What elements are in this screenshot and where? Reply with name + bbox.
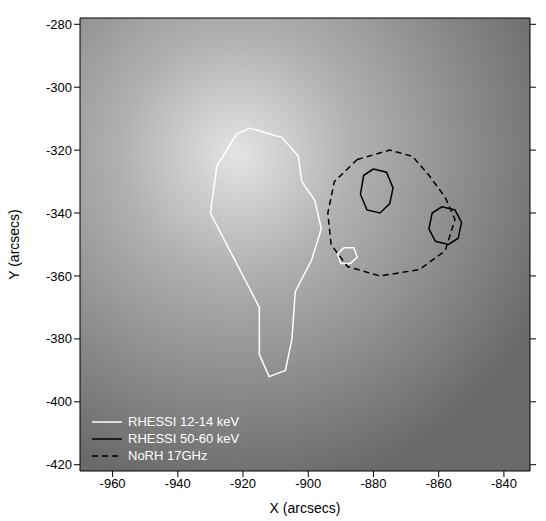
svg-text:-900: -900 xyxy=(295,476,321,491)
svg-text:-380: -380 xyxy=(46,331,72,346)
svg-text:-860: -860 xyxy=(426,476,452,491)
svg-text:-340: -340 xyxy=(46,206,72,221)
svg-text:-300: -300 xyxy=(46,80,72,95)
html-text:RHESSI 12-14 keV: RHESSI 12-14 keV xyxy=(128,414,240,429)
svg-text:-360: -360 xyxy=(46,269,72,284)
svg-text:-420: -420 xyxy=(46,457,72,472)
svg-text:-880: -880 xyxy=(360,476,386,491)
html-text:NoRH 17GHz: NoRH 17GHz xyxy=(128,448,208,463)
svg-text:-920: -920 xyxy=(230,476,256,491)
svg-text:Y (arcsecs): Y (arcsecs) xyxy=(6,209,22,280)
svg-text:-320: -320 xyxy=(46,143,72,158)
svg-text:-280: -280 xyxy=(46,17,72,32)
svg-text:X (arcsecs): X (arcsecs) xyxy=(270,500,341,516)
html-text:RHESSI 50-60 keV: RHESSI 50-60 keV xyxy=(128,431,240,446)
svg-text:-840: -840 xyxy=(491,476,517,491)
svg-text:-960: -960 xyxy=(100,476,126,491)
svg-text:-940: -940 xyxy=(165,476,191,491)
svg-text:-400: -400 xyxy=(46,394,72,409)
